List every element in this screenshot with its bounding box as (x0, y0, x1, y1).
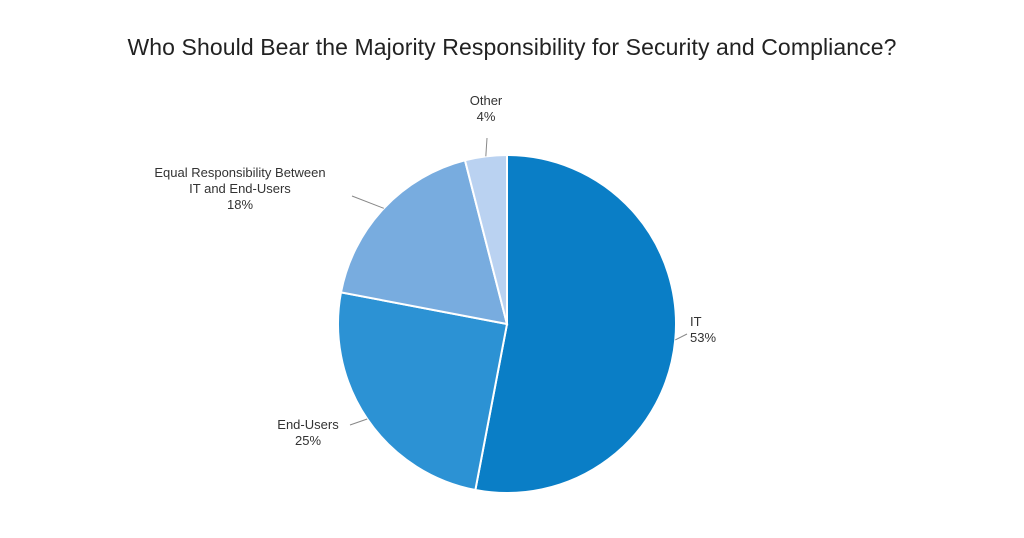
slice-value-label-3: 18% (227, 197, 253, 212)
chart-title: Who Should Bear the Majority Responsibil… (127, 34, 897, 60)
slice-value-label-4: 4% (477, 109, 496, 124)
slice-name-label-4: Other (470, 93, 503, 108)
leader-line-1 (675, 333, 688, 341)
pie-slice-1 (474, 153, 677, 494)
leader-lines (349, 137, 688, 426)
leader-line-4 (485, 137, 488, 157)
slice-name-label-1: IT (690, 314, 702, 329)
slice-name-label-3: Equal Responsibility Between (154, 165, 325, 180)
slice-value-label-2: 25% (295, 433, 321, 448)
leader-line-3 (351, 195, 384, 209)
pie-slice-2 (337, 291, 509, 492)
pie-slices (337, 153, 677, 494)
slice-value-label-1: 53% (690, 330, 716, 345)
slice-name-label-2: End-Users (277, 417, 339, 432)
leader-line-2 (349, 418, 368, 426)
slice-name-label-3: IT and End-Users (189, 181, 291, 196)
